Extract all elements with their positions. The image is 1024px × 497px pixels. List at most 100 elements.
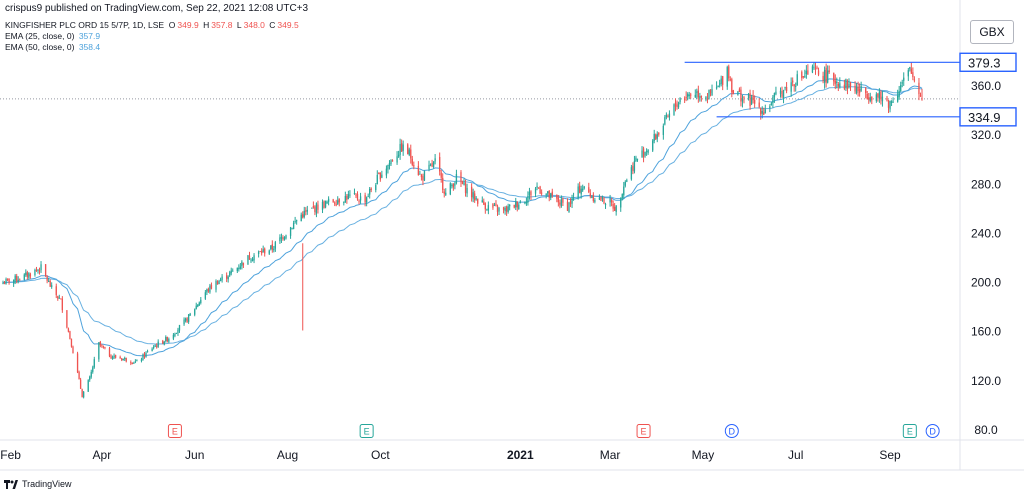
candle-body xyxy=(717,86,719,88)
candle-body xyxy=(770,103,773,105)
candle-body xyxy=(87,380,89,392)
legend-ema25-row[interactable]: EMA (25, close, 0) 357.9 xyxy=(5,31,301,42)
x-tick-label: Aug xyxy=(277,448,298,462)
candle-body xyxy=(866,93,868,99)
candle-body xyxy=(72,346,74,354)
candle-body xyxy=(635,157,637,162)
candle-body xyxy=(253,255,255,261)
earnings-marker[interactable]: E xyxy=(902,424,917,438)
candle-body xyxy=(700,95,703,98)
candle-body xyxy=(836,81,838,84)
candle-body xyxy=(647,149,649,153)
candle-body xyxy=(630,167,633,180)
candle-body xyxy=(55,286,57,296)
candle-body xyxy=(279,237,281,242)
candle-body xyxy=(51,285,53,287)
candle-body xyxy=(875,94,878,101)
candle-body xyxy=(880,91,882,100)
candle-body xyxy=(98,342,100,360)
candle-body xyxy=(577,186,579,199)
earnings-marker[interactable]: E xyxy=(636,424,651,438)
candle-body xyxy=(483,201,485,205)
y-tick-label: 280.0 xyxy=(971,177,1001,191)
candle-body xyxy=(410,149,412,159)
dividend-marker[interactable]: D xyxy=(724,424,739,438)
candle-body xyxy=(321,201,324,210)
candle-body xyxy=(230,270,232,274)
earnings-marker[interactable]: E xyxy=(359,424,374,438)
x-tick-label: Sep xyxy=(879,448,901,462)
candle-body xyxy=(163,341,165,345)
ohlc-values: O 349.9 H 357.8 L 348.0 C 349.5 xyxy=(166,20,300,30)
dividend-marker-circle xyxy=(925,424,940,438)
candle-body xyxy=(572,197,575,199)
candle-body xyxy=(823,69,826,83)
y-tick-label: 160.0 xyxy=(971,325,1001,339)
candle-body xyxy=(715,87,718,89)
candle-body xyxy=(781,90,783,97)
candle-body xyxy=(679,98,681,103)
candle-body xyxy=(912,72,914,78)
candle-body xyxy=(49,280,51,287)
candle-body xyxy=(303,210,305,217)
candle-body xyxy=(828,70,830,72)
candle-body xyxy=(186,318,188,323)
candle-body xyxy=(408,149,410,156)
candle-body xyxy=(197,304,199,307)
candle-body xyxy=(232,270,234,272)
candle-body xyxy=(589,193,591,197)
candle-body xyxy=(259,251,261,253)
candle-body xyxy=(805,70,808,75)
candle-body xyxy=(487,205,490,211)
candle-body xyxy=(886,97,888,101)
candle-body xyxy=(306,209,308,212)
ohlc-c-label: C xyxy=(269,20,276,30)
candle-body xyxy=(108,348,111,357)
candle-body xyxy=(402,144,404,151)
legend-ema50-row[interactable]: EMA (50, close, 0) 358.4 xyxy=(5,42,301,53)
candle-body xyxy=(317,204,319,210)
candle-body xyxy=(248,255,251,260)
currency-button[interactable]: GBX xyxy=(970,20,1014,44)
candle-body xyxy=(229,272,231,276)
candle-body xyxy=(6,278,9,280)
candle-body xyxy=(221,276,223,280)
candle-body xyxy=(784,86,786,89)
candle-body xyxy=(251,258,254,262)
candle-body xyxy=(921,98,923,100)
candle-body xyxy=(854,85,856,92)
candle-body xyxy=(335,204,337,206)
candle-body xyxy=(140,359,143,361)
dividend-marker[interactable]: D xyxy=(925,424,940,438)
x-tick-label: Jun xyxy=(185,448,204,462)
candle-body xyxy=(431,163,433,167)
candle-body xyxy=(79,379,82,389)
candle-body xyxy=(656,134,658,139)
candle-body xyxy=(66,310,68,328)
candle-body xyxy=(40,264,42,271)
candle-body xyxy=(90,371,92,377)
candle-body xyxy=(764,109,766,114)
candle-body xyxy=(302,214,304,218)
candle-body xyxy=(898,91,900,97)
candle-body xyxy=(119,356,121,359)
candle-body xyxy=(536,186,538,188)
candle-body xyxy=(121,358,123,361)
candle-body xyxy=(187,314,190,322)
ema50-label: EMA (50, close, 0) xyxy=(5,42,75,52)
candle-body xyxy=(571,197,573,204)
candle-body xyxy=(668,113,671,118)
candle-body xyxy=(356,193,359,200)
candle-body xyxy=(165,336,167,342)
candle-body xyxy=(370,188,372,190)
candle-body xyxy=(779,90,782,94)
candle-body xyxy=(591,196,593,199)
earnings-marker[interactable]: E xyxy=(167,424,182,438)
candle-body xyxy=(376,174,378,185)
candle-body xyxy=(620,198,622,208)
candle-body xyxy=(204,292,207,299)
candle-body xyxy=(600,196,602,201)
candle-body xyxy=(513,204,515,208)
candle-body xyxy=(174,334,176,336)
